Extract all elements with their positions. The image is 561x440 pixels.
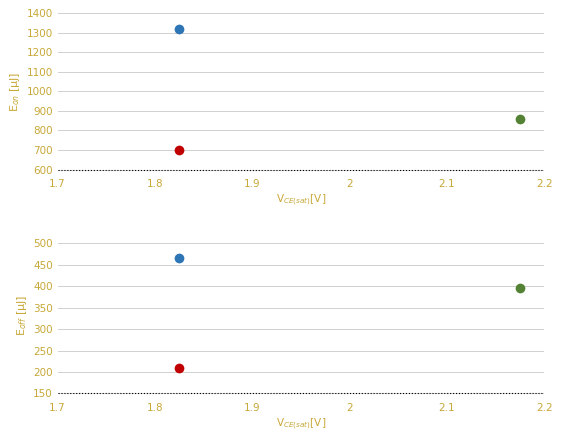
X-axis label: V$_{CE(sat)}$[V]: V$_{CE(sat)}$[V] (276, 192, 326, 208)
Y-axis label: E$_{off}$ [µJ]: E$_{off}$ [µJ] (15, 295, 29, 336)
Point (516, 285, 525, 292)
Point (175, 364, 184, 371)
Point (175, 147, 184, 154)
Point (175, 255, 184, 262)
X-axis label: V$_{CE(sat)}$[V]: V$_{CE(sat)}$[V] (276, 416, 326, 432)
Point (516, 115, 525, 122)
Point (175, 26, 184, 33)
Y-axis label: E$_{on}$ [µJ]: E$_{on}$ [µJ] (8, 71, 22, 112)
